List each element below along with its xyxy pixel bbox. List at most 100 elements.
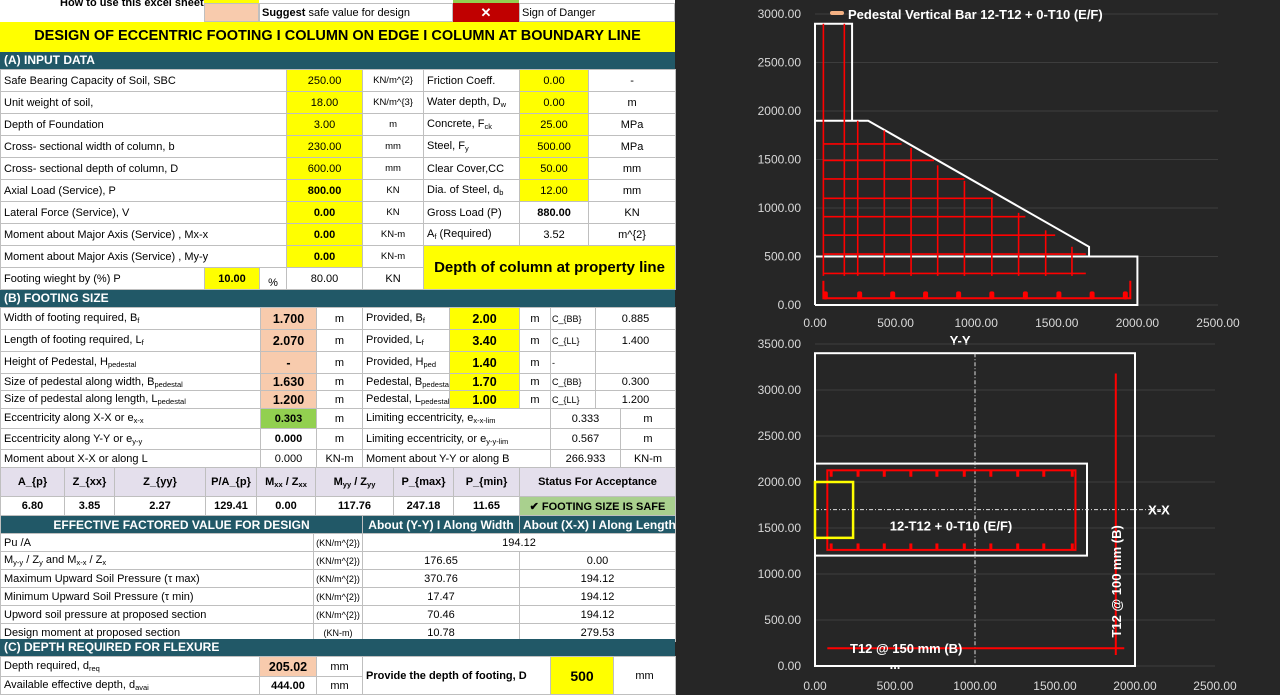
depth-required-label: Depth required, dreq	[0, 656, 260, 677]
yy-value: 70.46	[362, 605, 520, 624]
suggest-legend-text: Suggest safe value for design	[259, 3, 453, 22]
input-value[interactable]: 0.00	[519, 69, 590, 92]
unit-label: (KN/m^{2})	[313, 605, 363, 624]
provided-value[interactable]: 1.70	[449, 373, 520, 391]
input-value[interactable]: 250.00	[286, 69, 364, 92]
input-value[interactable]: 18.00	[286, 91, 364, 114]
rebar-dot	[989, 291, 995, 300]
unit-label: m	[316, 329, 363, 352]
input-value[interactable]: 0.00	[286, 201, 364, 224]
unit-label: mm	[316, 656, 363, 677]
table-row: 6.80 3.85 2.27 129.41 0.00 117.76 247.18 11.65 ✔…	[0, 496, 676, 516]
yy-value: 17.47	[362, 587, 520, 606]
plan-y-tick-label: 1000.00	[758, 567, 802, 581]
suggest-legend-swatch	[204, 3, 259, 22]
table-row: Eccentricity along Y-Y or ey-y 0.000 m Limi…	[0, 428, 676, 450]
unit-label: (KN/m^{2})	[313, 533, 363, 552]
summary-header: Z_{xx}	[64, 467, 115, 497]
unit-label: m	[519, 307, 551, 330]
effective-label: Maximum Upward Soil Pressure (τ max)	[0, 569, 314, 588]
rebar-dot	[1056, 291, 1062, 300]
input-label: Gross Load (P)	[423, 201, 521, 224]
provided-value[interactable]: 2.00	[449, 307, 520, 330]
elevation-y-tick-label: 1500.00	[758, 153, 802, 167]
xx-value: 194.12	[519, 605, 676, 624]
input-label: Unit weight of soil,	[0, 91, 288, 114]
input-legend-swatch	[204, 0, 259, 3]
elevation-y-tick-label: 2000.00	[758, 104, 802, 118]
summary-header: A_{p}	[0, 467, 65, 497]
input-value[interactable]: 0.00	[519, 91, 590, 114]
input-value[interactable]: 0.00	[286, 245, 364, 268]
plan-y-tick-label: 2000.00	[758, 475, 802, 489]
unit-label: KN/m^{2}	[362, 69, 425, 92]
elevation-x-tick-label: 500.00	[877, 316, 914, 330]
summary-header: Mxx / Zxx	[256, 467, 316, 497]
unit-label: KN	[362, 201, 425, 224]
summary-value: 247.18	[393, 496, 454, 516]
coefficient-label: C_{BB}	[550, 307, 596, 330]
provided-value[interactable]: 1.00	[449, 390, 520, 409]
eccentricity-value: 0.000	[260, 428, 317, 450]
input-value[interactable]: 25.00	[519, 113, 590, 136]
rebar-dot	[956, 291, 962, 300]
summary-header: Myy / Zyy	[315, 467, 394, 497]
unit-label: mm	[613, 656, 676, 695]
coefficient-value: 1.200	[595, 390, 676, 409]
coefficient-value	[595, 351, 676, 374]
input-value[interactable]: 600.00	[286, 157, 364, 180]
x-x-axis-label: X-X	[1148, 503, 1170, 518]
summary-value: 117.76	[315, 496, 394, 516]
rebar-dot	[890, 291, 896, 300]
unit-label: mm	[588, 179, 677, 202]
unit-label: KN-m	[362, 245, 425, 268]
xx-column-header: About (X-X) I Along Length	[519, 515, 676, 534]
table-row: Depth required, dreq 205.02 mm Provide the …	[0, 656, 676, 695]
input-value[interactable]: 50.00	[519, 157, 590, 180]
unit-label: m	[620, 408, 676, 429]
plan-x-tick-label: 2500.00	[1193, 679, 1237, 693]
provided-label: Provided, Lf	[362, 329, 450, 352]
plan-y-tick-label: 500.00	[764, 613, 801, 627]
input-value[interactable]: 0.00	[286, 223, 364, 246]
input-value[interactable]: 800.00	[286, 179, 364, 202]
unit-label: m	[362, 113, 425, 136]
unit-label: %	[258, 267, 288, 290]
unit-label: KN	[362, 179, 425, 202]
suggest-text: safe value for design	[305, 7, 410, 19]
limit-value: 0.333	[550, 408, 621, 429]
footing-outline	[814, 255, 1139, 306]
suggest-bold: Suggest	[262, 7, 306, 19]
provided-value[interactable]: 3.40	[449, 329, 520, 352]
footing-weight-percent[interactable]: 10.00	[204, 267, 260, 290]
table-row: Moment about Major Axis (Service) , My-y…	[0, 245, 677, 290]
how-to-link[interactable]: How to use this excel sheet ?	[60, 0, 214, 9]
rebar-dot	[857, 291, 863, 300]
required-value: 1.700	[260, 307, 317, 330]
legend-label: Pedestal Vertical Bar 12-T12 + 0-T10 (E/…	[848, 7, 1103, 22]
unit-label: MPa	[588, 135, 677, 158]
footing-label: Length of footing required, Lf	[0, 329, 261, 352]
unit-label: KN-m	[362, 223, 425, 246]
pedestal-tie	[826, 469, 1077, 551]
elevation-x-tick-label: 2500.00	[1196, 316, 1240, 330]
pedestal-outline	[814, 119, 1091, 257]
limit-value: 266.933	[550, 449, 621, 468]
provide-depth-input[interactable]: 500	[550, 656, 614, 695]
eccentricity-value: 0.303	[260, 408, 317, 429]
table-row: Footing wieght by (%) P 10.00% 80.00 KN	[0, 267, 676, 290]
effective-label: Design moment at proposed section	[0, 623, 314, 642]
summary-value: 129.41	[205, 496, 257, 516]
input-value[interactable]: 12.00	[519, 179, 590, 202]
input-value[interactable]: 230.00	[286, 135, 364, 158]
provide-depth-label: Provide the depth of footing, D	[362, 656, 551, 695]
provided-value[interactable]: 1.40	[449, 351, 520, 374]
danger-legend-text: Sign of Danger	[519, 3, 675, 22]
input-value[interactable]: 500.00	[519, 135, 590, 158]
effective-label: My-y / Zy and Mx-x / Zx	[0, 551, 314, 570]
input-label: Steel, Fy	[423, 135, 521, 158]
rebar-dot	[822, 291, 828, 300]
yy-value: 370.76	[362, 569, 520, 588]
input-value[interactable]: 3.00	[286, 113, 364, 136]
table-row: Depth of Foundation 3.00 m Concrete, Fck 25.…	[0, 113, 677, 136]
